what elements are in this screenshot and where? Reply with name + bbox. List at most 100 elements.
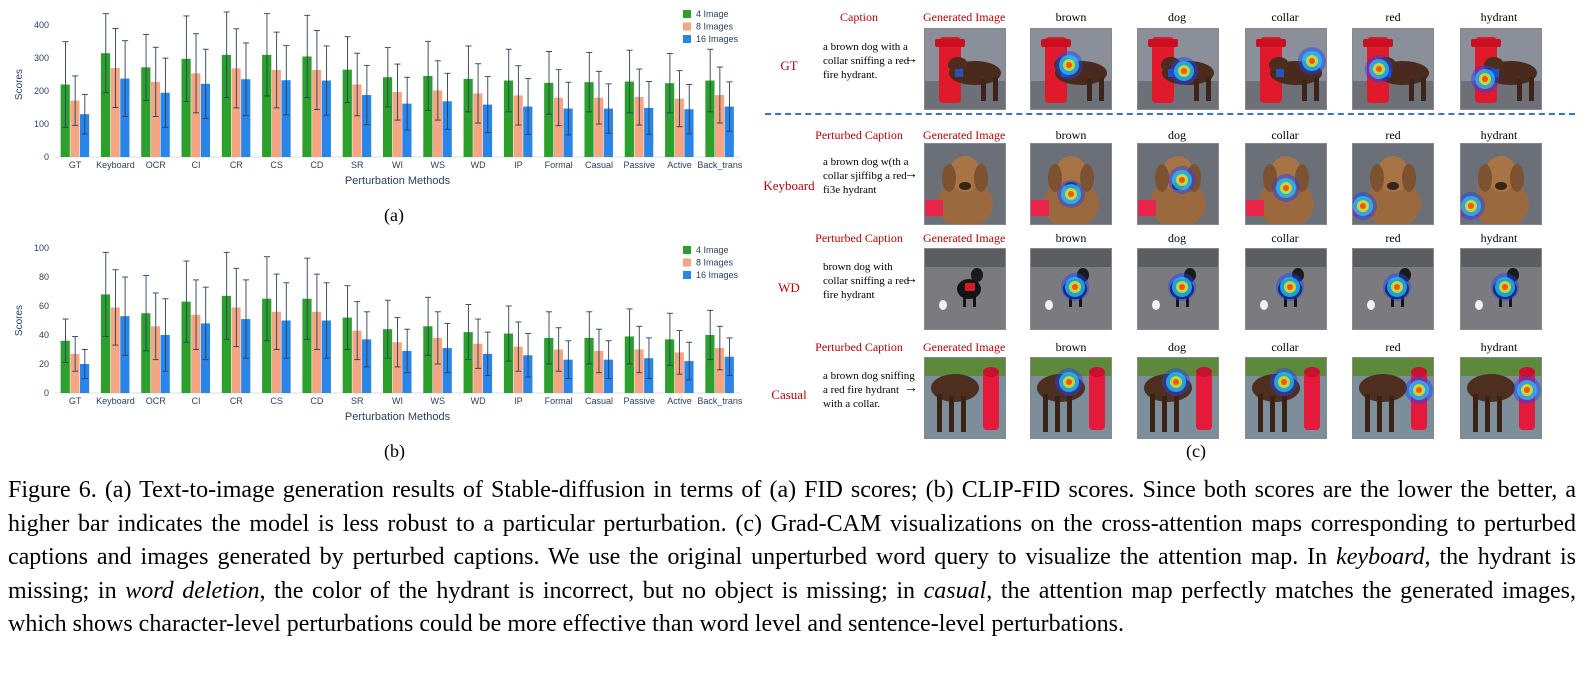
generated-image [1031,144,1111,224]
caption-column-header: Caption [840,10,878,24]
image-shape [1295,164,1309,192]
attention-heatmap [1066,379,1072,385]
word-column-header-dog: dog [1168,231,1186,245]
image-shape [1467,374,1515,402]
bar-8-images [312,311,322,393]
clip-fid-bar-chart: 0 20 40 60 80 100 Scores Perturbation Methods GT… [14,243,743,423]
image-shape [1194,79,1199,101]
x-tick-label: Active [667,396,692,406]
attention-heatmap [1179,284,1185,290]
image-shape [1079,295,1082,307]
x-tick-label: IP [514,396,523,406]
attention-heatmap [1281,379,1287,385]
image-shape [1152,300,1160,310]
image-shape [955,69,963,77]
caption-column-header: Perturbed Caption [815,231,903,245]
gradcam-thumbnail [1460,248,1542,330]
bar-16-images [724,106,734,157]
image-shape [1389,396,1394,432]
image-shape [1196,372,1212,430]
gradcam-thumbnail [1245,143,1327,225]
generated-image [1246,29,1326,109]
x-tick-label: Active [667,160,692,170]
bar-4-image [141,313,151,393]
attention-heatmap [1524,387,1530,393]
bar-16-images [120,78,130,157]
dashed-divider [765,113,1575,115]
word-column-header-dog: dog [1168,128,1186,142]
image-shape [1473,394,1478,432]
gradcam-thumbnail [1352,357,1434,439]
image-shape [1485,156,1517,192]
image-shape [1150,394,1155,432]
word-column-header-brown: brown [1055,340,1087,354]
x-tick-label: WD [471,396,486,406]
bar-4-image [624,336,634,393]
generated-image [1461,29,1541,109]
image-shape [1471,39,1501,47]
image-shape [1529,77,1534,101]
gradcam-thumbnail [1137,248,1219,330]
image-shape [1045,300,1053,310]
figure-caption: Figure 6. (a) Text-to-image generation r… [8,474,1576,642]
word-column-header-dog: dog [1168,10,1186,24]
image-shape [1055,396,1060,432]
arrow-icon: → [904,52,918,67]
image-shape [1377,396,1382,432]
bar-8-images [715,348,725,393]
generated-image [1461,144,1541,224]
word-column-header-brown: brown [1055,128,1087,142]
image-shape [1148,39,1178,47]
panel-label-a: (a) [384,205,404,225]
word-column-header-red: red [1385,231,1401,245]
bar-4-image [141,67,151,157]
attention-heatmap [1068,191,1074,197]
caption-column-header: Perturbed Caption [815,340,903,354]
bar-4-image [342,317,352,393]
image-shape [1069,295,1072,307]
image-shape [1043,394,1048,432]
bar-4-image [221,295,231,393]
image-shape [1370,164,1384,192]
x-tick-label: Back_trans [697,396,743,406]
caption-emphasis-word-deletion: word deletion [125,577,260,604]
bar-4-image [503,333,514,393]
x-tick-label: WS [431,396,446,406]
bar-4-image [463,78,473,157]
legend-swatch [683,10,691,18]
image-shape [1509,295,1512,307]
x-tick-label: WI [392,396,403,406]
image-shape [1168,69,1176,77]
image-shape [1485,396,1490,432]
caption-emphasis-casual: casual [923,577,987,604]
x-tick-label: CI [192,396,201,406]
fid-bar-chart: 0 100 200 300 400 Scores Perturbation Methods G… [14,9,743,187]
bar-8-images [70,353,80,393]
bar-8-images [231,68,241,157]
row-label-wd: WD [778,280,800,295]
image-shape [1276,69,1284,77]
image-shape [1497,396,1502,432]
attention-heatmap [1072,284,1078,290]
caption-part: , the attention map perfectly matches th… [8,577,1576,638]
image-shape [925,249,1005,267]
bar-8-images [432,90,443,157]
bar-4-image [342,69,352,157]
x-tick-label: CD [310,396,323,406]
bar-8-images [352,84,362,157]
row-label-casual: Casual [771,387,807,402]
bar-8-images [271,311,281,393]
image-shape [983,367,999,377]
image-shape [1031,200,1049,216]
word-column-header-red: red [1385,340,1401,354]
image-shape [983,372,999,430]
bar-4-image [100,53,111,158]
arrow-icon: → [904,167,918,182]
image-shape [1099,77,1104,101]
image-shape [981,79,986,101]
generated-image-thumbnail [924,357,1006,439]
bar-4-image [382,77,393,157]
image-shape [973,295,976,307]
image-shape [937,394,942,432]
image-shape [1031,81,1111,109]
